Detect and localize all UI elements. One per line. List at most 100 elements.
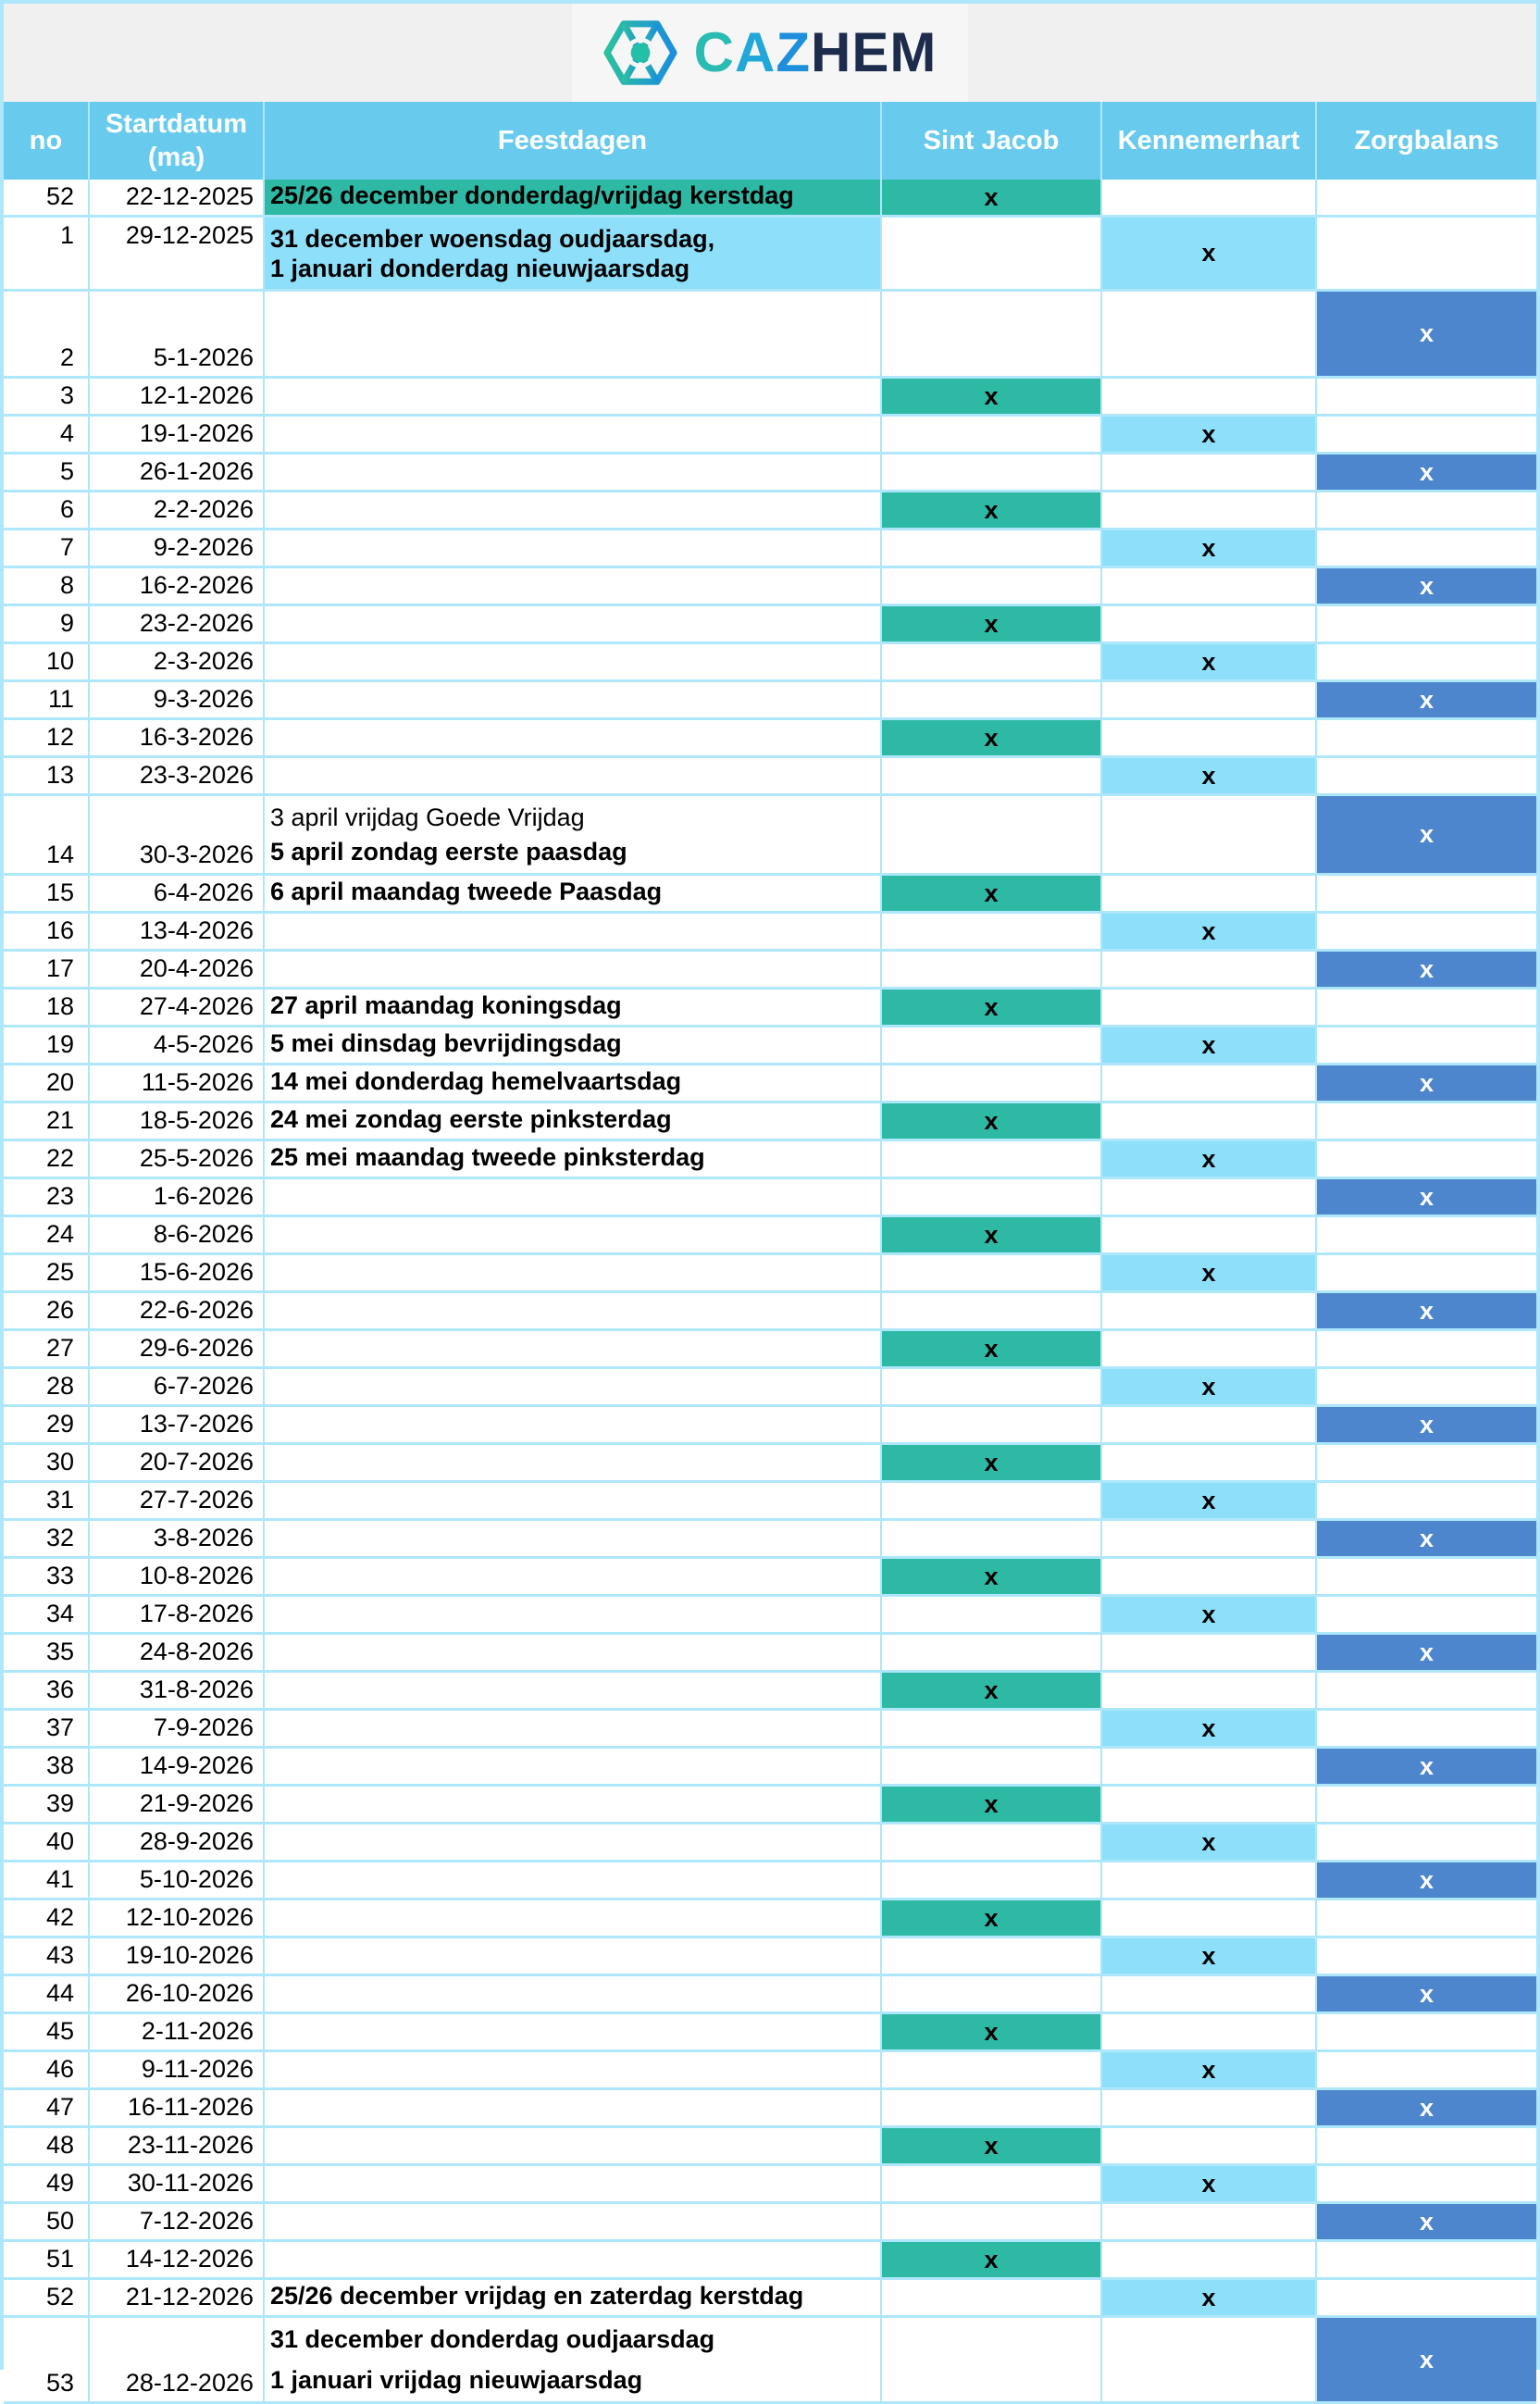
kennemerhart-cell <box>1100 292 1315 376</box>
table-row: 24 8-6-2026 x <box>4 1217 1536 1255</box>
feestdagen-cell <box>263 1559 880 1594</box>
x-mark: x <box>984 1562 999 1590</box>
table-row: 4 19-1-2026 x <box>4 417 1536 455</box>
x-mark: x <box>1201 1713 1216 1742</box>
date-cell: 30-11-2026 <box>88 2166 263 2201</box>
x-mark: x <box>984 2245 999 2273</box>
feestdagen-cell: 31 december donderdag oudjaarsdag 1 janu… <box>263 2318 880 2401</box>
x-mark: x <box>1419 1638 1434 1666</box>
x-mark: x <box>984 2131 999 2160</box>
zorgbalans-cell <box>1315 1445 1536 1480</box>
table-row: 49 30-11-2026 x <box>4 2166 1536 2204</box>
zorgbalans-cell: x <box>1315 1976 1536 2012</box>
feestdagen-cell <box>263 1673 880 1708</box>
no-cell: 30 <box>45 1448 74 1476</box>
table-row: 22 25-5-2026 25 mei maandag tweede pinkste… <box>4 1141 1536 1179</box>
zorgbalans-cell: x <box>1315 1065 1536 1101</box>
zorgbalans-cell <box>1315 1483 1536 1518</box>
x-mark: x <box>1419 1296 1434 1325</box>
zorgbalans-cell <box>1315 417 1536 452</box>
feestdagen-cell <box>263 1597 880 1632</box>
column-header-startdatum: Startdatum (ma) <box>88 102 263 180</box>
no-cell: 11 <box>47 685 74 713</box>
zorgbalans-cell <box>1315 1217 1536 1252</box>
x-mark: x <box>1201 647 1216 676</box>
date-cell: 12-10-2026 <box>88 1900 263 1936</box>
feestdag-text: 31 december donderdag oudjaarsdag <box>270 2325 715 2353</box>
table-row: 31 27-7-2026 x <box>4 1483 1536 1521</box>
feestdagen-cell: 5 mei dinsdag bevrijdingsdag <box>263 1028 880 1063</box>
date-cell: 13-4-2026 <box>88 914 263 949</box>
zorgbalans-cell <box>1315 1825 1536 1860</box>
sint-jacob-cell: x <box>880 1331 1100 1366</box>
logo-wordmark: C A Z HEM <box>694 25 938 81</box>
sint-jacob-cell <box>880 914 1100 949</box>
sint-jacob-cell: x <box>880 492 1100 528</box>
kennemerhart-cell <box>1100 606 1315 641</box>
sint-jacob-cell <box>880 1521 1100 1556</box>
feestdagen-cell <box>263 1331 880 1366</box>
sint-jacob-cell <box>880 1938 1100 1974</box>
kennemerhart-cell: x <box>1100 530 1315 566</box>
no-cell: 32 <box>45 1524 74 1551</box>
kennemerhart-cell <box>1100 568 1315 604</box>
feestdagen-cell <box>263 1825 880 1860</box>
sint-jacob-cell <box>880 796 1100 873</box>
date-cell: 2-11-2026 <box>88 2014 263 2049</box>
date-cell: 15-6-2026 <box>88 1255 263 1290</box>
feestdag-text: 25/26 december vrijdag en zaterdag kerst… <box>270 2282 804 2311</box>
sint-jacob-cell <box>880 292 1100 376</box>
no-cell: 5 <box>59 457 74 485</box>
kennemerhart-cell: x <box>1100 1711 1315 1746</box>
feestdagen-cell <box>263 379 880 414</box>
feestdagen-cell <box>263 606 880 641</box>
x-mark: x <box>984 609 999 638</box>
sint-jacob-cell: x <box>880 1103 1100 1139</box>
x-mark: x <box>1201 1030 1216 1059</box>
date-cell: 5-10-2026 <box>88 1862 263 1898</box>
x-mark: x <box>1419 1068 1434 1097</box>
feestdagen-cell <box>263 952 880 987</box>
kennemerhart-cell <box>1100 990 1315 1025</box>
table-row: 47 16-11-2026 x <box>4 2090 1536 2128</box>
table-row: 11 9-3-2026 x <box>4 682 1536 720</box>
feestdagen-cell: 25 mei maandag tweede pinksterdag <box>263 1141 880 1177</box>
kennemerhart-cell <box>1100 2014 1315 2049</box>
no-cell: 4 <box>59 419 74 447</box>
zorgbalans-cell: x <box>1315 2318 1536 2401</box>
table-row: 20 11-5-2026 14 mei donderdag hemelvaartsd… <box>4 1065 1536 1103</box>
cazhem-logo: C A Z HEM <box>571 4 969 102</box>
feestdagen-cell <box>263 2052 880 2087</box>
kennemerhart-cell <box>1100 1749 1315 1784</box>
zorgbalans-cell <box>1315 2014 1536 2049</box>
sint-jacob-cell: x <box>880 1445 1100 1480</box>
zorgbalans-cell <box>1315 1597 1536 1632</box>
feestdag-text: 6 april maandag tweede Paasdag <box>270 878 663 906</box>
x-mark: x <box>1201 1827 1216 1856</box>
x-mark: x <box>984 1675 999 1704</box>
feestdagen-cell <box>263 1900 880 1936</box>
date-cell: 19-10-2026 <box>88 1938 263 1974</box>
kennemerhart-cell <box>1100 492 1315 528</box>
feestdagen-cell <box>263 530 880 566</box>
table-row: 25 15-6-2026 x <box>4 1255 1536 1293</box>
date-cell: 24-8-2026 <box>88 1635 263 1670</box>
kennemerhart-cell <box>1100 1559 1315 1594</box>
table-row: 50 7-12-2026 x <box>4 2204 1536 2242</box>
column-header-kennemerhart: Kennemerhart <box>1100 102 1315 180</box>
sint-jacob-cell: x <box>880 720 1100 755</box>
no-cell: 31 <box>45 1486 74 1513</box>
sint-jacob-cell <box>880 1976 1100 2012</box>
sint-jacob-cell: x <box>880 1787 1100 1822</box>
no-cell: 35 <box>45 1638 74 1665</box>
no-cell: 50 <box>45 2207 74 2235</box>
feestdagen-cell <box>263 568 880 604</box>
kennemerhart-cell <box>1100 682 1315 717</box>
table-row: 45 2-11-2026 x <box>4 2014 1536 2052</box>
date-cell: 9-11-2026 <box>88 2052 263 2087</box>
sint-jacob-cell: x <box>880 1559 1100 1594</box>
feestdagen-cell <box>263 1938 880 1974</box>
no-cell: 12 <box>45 723 74 751</box>
date-cell: 20-7-2026 <box>88 1445 263 1480</box>
no-cell: 9 <box>59 609 74 637</box>
